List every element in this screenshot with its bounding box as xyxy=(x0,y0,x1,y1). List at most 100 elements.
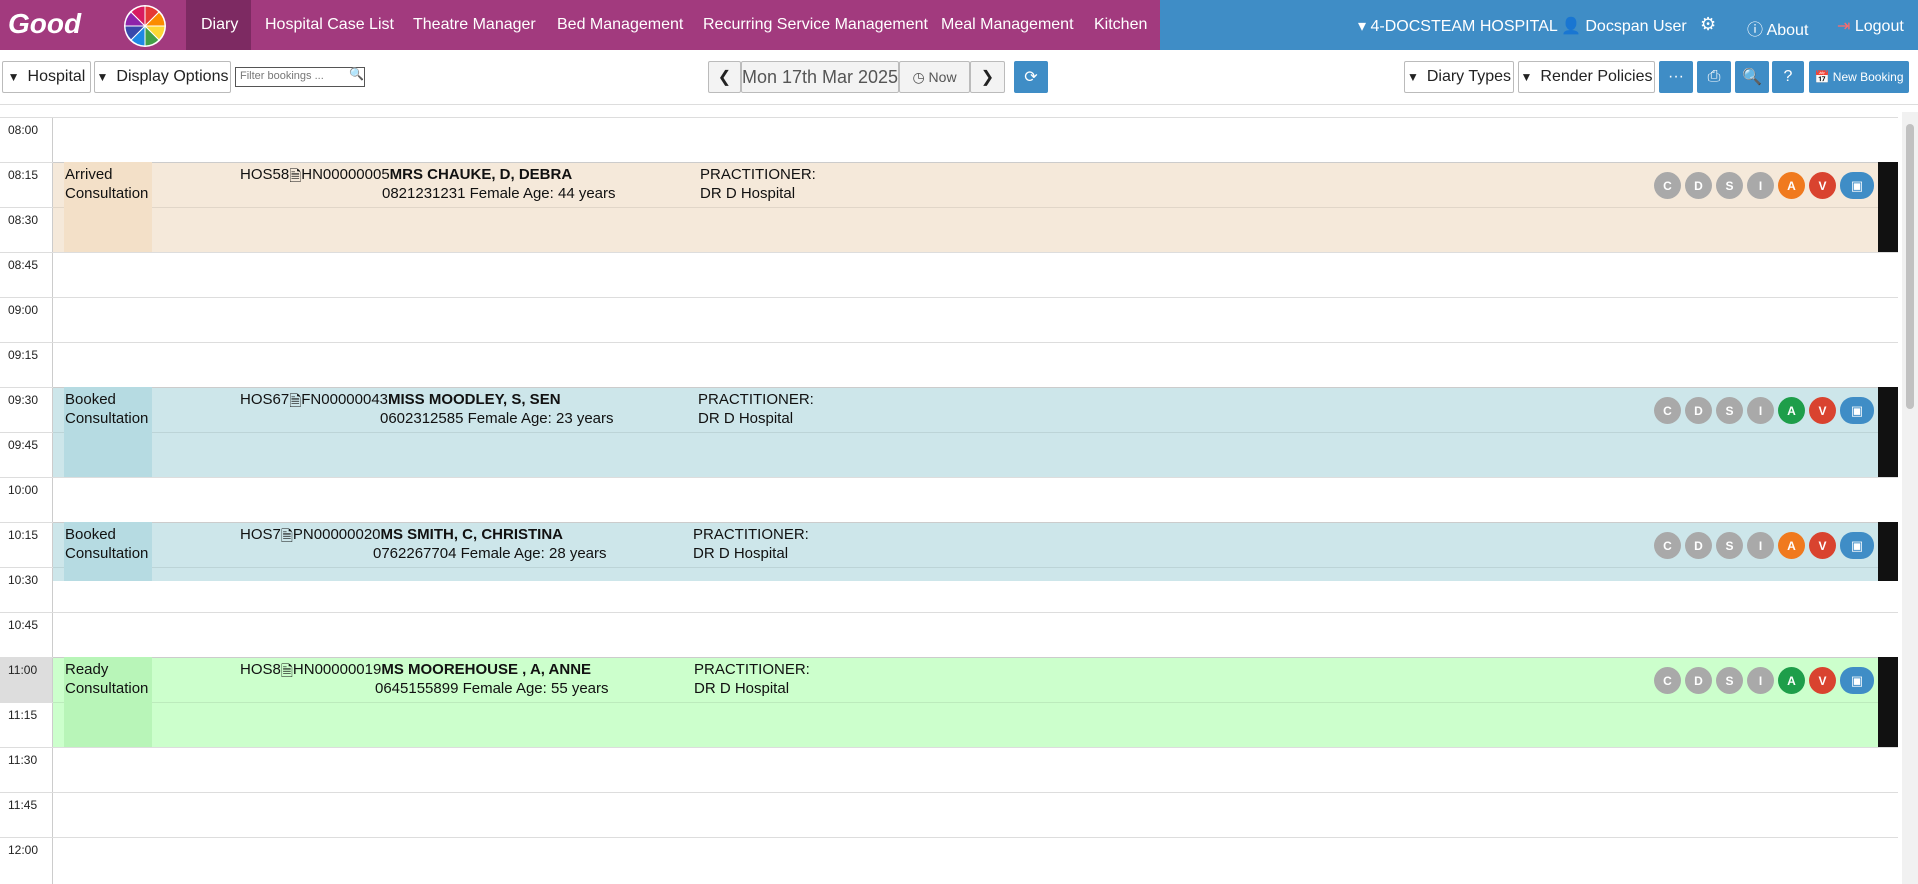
note-button[interactable]: ▣ xyxy=(1840,667,1874,694)
type: Consultation xyxy=(65,185,149,202)
appointment[interactable] xyxy=(53,387,1878,477)
time-label: 09:30 xyxy=(8,393,39,407)
note-button[interactable]: ▣ xyxy=(1840,532,1874,559)
nav-right xyxy=(1160,0,1918,50)
action-button[interactable]: V xyxy=(1809,532,1836,559)
time-label: 11:45 xyxy=(8,798,38,812)
doctor: DR D Hospital xyxy=(698,410,794,427)
file: PN00000020 xyxy=(292,526,381,543)
nav-item[interactable]: Hospital Case List xyxy=(265,16,394,33)
grid-line xyxy=(0,837,1898,838)
status: Booked xyxy=(65,391,116,408)
end-bar xyxy=(1878,522,1898,581)
action-button[interactable]: D xyxy=(1685,397,1712,424)
action-button[interactable]: I xyxy=(1747,172,1774,199)
status: Ready xyxy=(65,661,109,678)
render-policies[interactable]: ▼ Render Policies xyxy=(1518,61,1655,93)
logout[interactable]: ⇥ Logout xyxy=(1837,18,1904,35)
practitioner-label: PRACTITIONER: xyxy=(693,526,809,543)
print[interactable]: ⎙ xyxy=(1697,61,1731,93)
action-button[interactable]: S xyxy=(1716,532,1743,559)
nav-item[interactable]: Kitchen xyxy=(1094,16,1148,33)
end-bar xyxy=(1878,162,1898,252)
doctor: DR D Hospital xyxy=(693,545,789,562)
file-icon: 🗎 xyxy=(289,393,302,410)
settings[interactable]: ⚙ xyxy=(1700,14,1717,34)
grid-line xyxy=(0,477,1898,478)
time-label: 08:30 xyxy=(8,213,39,227)
time-label: 10:45 xyxy=(8,618,39,632)
search[interactable]: 🔍 xyxy=(1735,61,1769,93)
action-button[interactable]: I xyxy=(1747,532,1774,559)
grid-line xyxy=(0,342,1898,343)
action-button[interactable]: D xyxy=(1685,172,1712,199)
help[interactable]: ? xyxy=(1772,61,1804,93)
time-label: 09:15 xyxy=(8,348,39,362)
nav-item[interactable]: Bed Management xyxy=(557,16,684,33)
status-cell xyxy=(64,162,152,252)
time-label: 11:00 xyxy=(0,657,52,702)
action-button[interactable]: V xyxy=(1809,667,1836,694)
details: 0762267704 Female Age: 28 years xyxy=(373,545,607,562)
new-booking[interactable]: 📅 New Booking xyxy=(1809,61,1909,93)
display-options[interactable]: ▼ Display Options xyxy=(94,61,231,93)
appointment[interactable] xyxy=(53,162,1878,252)
user-menu[interactable]: 👤 Docspan User xyxy=(1561,18,1687,35)
action-button[interactable]: C xyxy=(1654,532,1681,559)
prev-day[interactable]: ❮ xyxy=(708,61,741,93)
logo: Good xyxy=(8,8,82,39)
action-button[interactable]: S xyxy=(1716,667,1743,694)
action-button[interactable]: D xyxy=(1685,667,1712,694)
file: FN00000043 xyxy=(301,391,388,408)
appointment[interactable] xyxy=(53,657,1878,747)
nav-item[interactable]: Recurring Service Management xyxy=(703,16,928,33)
action-button[interactable]: C xyxy=(1654,667,1681,694)
filter-icon[interactable]: 🔍 xyxy=(349,67,364,81)
hos: HOS7 xyxy=(240,526,281,543)
action-button[interactable]: S xyxy=(1716,172,1743,199)
details: 0645155899 Female Age: 55 years xyxy=(375,680,609,697)
appointment[interactable] xyxy=(53,522,1878,581)
diary-types[interactable]: ▼ Diary Types xyxy=(1404,61,1514,93)
time-label: 11:30 xyxy=(8,753,38,767)
hospital-menu[interactable]: ▾ 4-DOCSTEAM HOSPITAL xyxy=(1358,18,1558,35)
action-button[interactable]: D xyxy=(1685,532,1712,559)
grid-line xyxy=(0,747,1898,748)
note-button[interactable]: ▣ xyxy=(1840,172,1874,199)
time-label: 09:45 xyxy=(8,438,39,452)
nav-item[interactable]: Diary xyxy=(201,16,239,33)
action-button[interactable]: C xyxy=(1654,172,1681,199)
next-day[interactable]: ❯ xyxy=(970,61,1005,93)
nav-item[interactable]: Meal Management xyxy=(941,16,1074,33)
nav-active xyxy=(186,0,251,50)
hos: HOS67 xyxy=(240,391,290,408)
time-column-border xyxy=(52,117,53,884)
more[interactable]: ··· xyxy=(1659,61,1693,93)
now-button[interactable]: ◷ Now xyxy=(899,61,970,93)
hospital-button[interactable]: ▼ Hospital xyxy=(2,61,91,93)
action-button[interactable]: A xyxy=(1778,532,1805,559)
action-button[interactable]: V xyxy=(1809,397,1836,424)
status-cell xyxy=(64,657,152,747)
file: HN00000019 xyxy=(292,661,382,678)
date-display[interactable]: Mon 17th Mar 2025 xyxy=(741,61,899,93)
time-label: 11:15 xyxy=(8,708,38,722)
hos: HOS8 xyxy=(240,661,281,678)
end-bar xyxy=(1878,657,1898,747)
doctor: DR D Hospital xyxy=(694,680,790,697)
action-button[interactable]: V xyxy=(1809,172,1836,199)
action-button[interactable]: A xyxy=(1778,397,1805,424)
action-button[interactable]: A xyxy=(1778,667,1805,694)
action-button[interactable]: I xyxy=(1747,667,1774,694)
doctor: DR D Hospital xyxy=(700,185,796,202)
action-button[interactable]: S xyxy=(1716,397,1743,424)
action-button[interactable]: C xyxy=(1654,397,1681,424)
about[interactable]: ⓘ About xyxy=(1747,22,1809,39)
refresh[interactable]: ⟳ xyxy=(1014,61,1048,93)
nav-item[interactable]: Theatre Manager xyxy=(413,16,536,33)
note-button[interactable]: ▣ xyxy=(1840,397,1874,424)
filter-input[interactable]: Filter bookings ... xyxy=(235,67,365,87)
time-label: 10:00 xyxy=(8,483,39,497)
action-button[interactable]: A xyxy=(1778,172,1805,199)
action-button[interactable]: I xyxy=(1747,397,1774,424)
